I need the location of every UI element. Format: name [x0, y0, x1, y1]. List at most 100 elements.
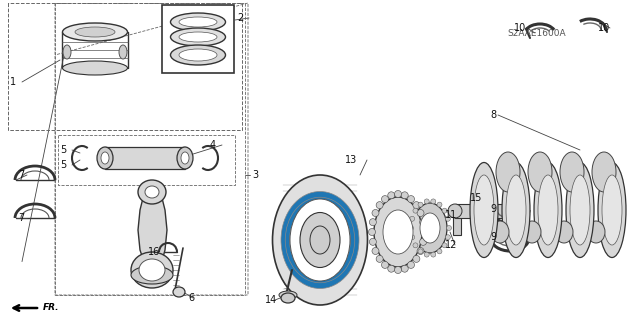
Ellipse shape [369, 228, 376, 235]
Ellipse shape [376, 256, 383, 262]
Ellipse shape [496, 152, 520, 192]
Ellipse shape [383, 210, 413, 254]
Ellipse shape [63, 61, 127, 75]
Ellipse shape [131, 252, 173, 288]
Text: 9: 9 [490, 204, 496, 214]
Ellipse shape [388, 265, 395, 272]
Bar [468, 208, 482, 216]
Ellipse shape [420, 213, 440, 243]
Ellipse shape [408, 196, 415, 203]
Ellipse shape [445, 216, 451, 221]
Polygon shape [138, 198, 167, 268]
Text: 16: 16 [148, 247, 160, 257]
Ellipse shape [417, 248, 424, 255]
Ellipse shape [170, 28, 225, 46]
Ellipse shape [179, 17, 217, 27]
Ellipse shape [560, 152, 584, 192]
Ellipse shape [173, 287, 185, 297]
Ellipse shape [538, 175, 558, 245]
Ellipse shape [179, 32, 217, 42]
Ellipse shape [381, 196, 388, 203]
Ellipse shape [413, 203, 447, 253]
Ellipse shape [502, 162, 530, 257]
Bar [162, 5, 234, 73]
Ellipse shape [138, 180, 166, 204]
Ellipse shape [300, 212, 340, 268]
Ellipse shape [424, 252, 429, 257]
Ellipse shape [170, 13, 225, 31]
Bar [105, 147, 185, 169]
Ellipse shape [97, 147, 113, 169]
Ellipse shape [63, 45, 71, 59]
Ellipse shape [170, 45, 225, 65]
Ellipse shape [602, 175, 622, 245]
Text: 4: 4 [210, 140, 216, 150]
Text: 3: 3 [252, 170, 258, 180]
Ellipse shape [408, 261, 415, 268]
Text: 14: 14 [265, 295, 277, 305]
Ellipse shape [139, 259, 165, 281]
Ellipse shape [413, 243, 418, 248]
Bar [453, 215, 461, 235]
Ellipse shape [273, 175, 367, 305]
Ellipse shape [592, 152, 616, 192]
Ellipse shape [394, 266, 401, 273]
Ellipse shape [181, 152, 189, 164]
Ellipse shape [281, 293, 295, 303]
Text: 15: 15 [470, 193, 483, 203]
Text: 6: 6 [188, 293, 194, 303]
Text: 10: 10 [514, 23, 526, 33]
Ellipse shape [442, 208, 447, 213]
Ellipse shape [445, 235, 451, 240]
Ellipse shape [420, 219, 427, 226]
Ellipse shape [523, 221, 541, 243]
Ellipse shape [417, 210, 424, 217]
Ellipse shape [369, 238, 376, 245]
Ellipse shape [418, 249, 423, 254]
Ellipse shape [63, 23, 127, 41]
Ellipse shape [442, 243, 447, 248]
Text: 1: 1 [10, 77, 16, 87]
Text: FR.: FR. [43, 303, 60, 313]
Text: 13: 13 [345, 155, 357, 165]
Ellipse shape [570, 175, 590, 245]
Ellipse shape [289, 203, 351, 277]
Ellipse shape [388, 192, 395, 199]
Ellipse shape [431, 199, 436, 204]
Ellipse shape [437, 249, 442, 254]
Ellipse shape [413, 256, 420, 262]
Ellipse shape [177, 147, 193, 169]
Ellipse shape [302, 220, 338, 260]
Ellipse shape [418, 202, 423, 207]
Ellipse shape [447, 226, 451, 231]
Ellipse shape [131, 266, 173, 284]
Text: 7: 7 [18, 170, 24, 180]
Bar [455, 204, 505, 218]
Ellipse shape [376, 202, 383, 209]
Ellipse shape [431, 252, 436, 257]
Ellipse shape [290, 199, 350, 281]
Ellipse shape [413, 202, 420, 209]
Ellipse shape [119, 45, 127, 59]
Text: 10: 10 [598, 23, 611, 33]
Ellipse shape [410, 216, 415, 221]
Ellipse shape [145, 186, 159, 198]
Ellipse shape [437, 202, 442, 207]
Ellipse shape [374, 197, 422, 267]
Text: S2AAE1600A: S2AAE1600A [507, 29, 566, 38]
Ellipse shape [420, 228, 428, 235]
Ellipse shape [281, 191, 359, 288]
Ellipse shape [410, 235, 415, 240]
Ellipse shape [279, 291, 297, 299]
Ellipse shape [75, 27, 115, 37]
Ellipse shape [310, 226, 330, 254]
Ellipse shape [179, 49, 217, 61]
Text: 5: 5 [60, 145, 67, 155]
Ellipse shape [381, 261, 388, 268]
Ellipse shape [566, 162, 594, 257]
Ellipse shape [506, 175, 526, 245]
Ellipse shape [369, 219, 376, 226]
Ellipse shape [408, 226, 413, 231]
Ellipse shape [598, 162, 626, 257]
Ellipse shape [587, 221, 605, 243]
